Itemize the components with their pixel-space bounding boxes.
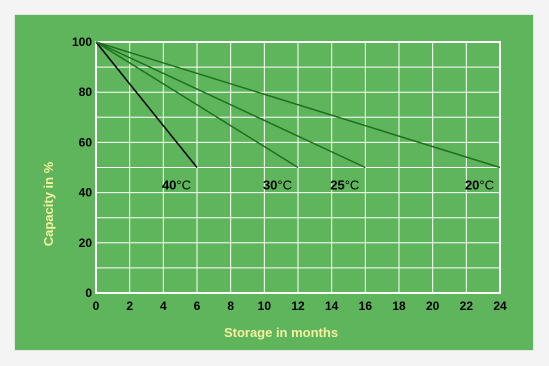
- series-line-30: [95, 41, 299, 169]
- x-tick-label: 8: [227, 299, 234, 313]
- x-tick-label: 22: [460, 299, 474, 313]
- y-tick-label: 20: [79, 236, 93, 250]
- x-tick-label: 18: [392, 299, 406, 313]
- series-labels: 40°C 30°C 25°C 20°C: [162, 178, 494, 193]
- x-tick-label: 14: [325, 299, 339, 313]
- y-tick-labels: 0 20 40 60 80 100: [72, 35, 92, 300]
- series-label-40: 40°C: [162, 178, 191, 193]
- y-axis-title: Capacity in %: [41, 161, 56, 246]
- x-axis-title: Storage in months: [224, 325, 338, 340]
- series-label-30: 30°C: [263, 178, 292, 193]
- series-line-25: [95, 41, 366, 169]
- y-tick-label: 80: [79, 85, 93, 99]
- x-tick-label: 20: [426, 299, 440, 313]
- x-tick-label: 12: [291, 299, 305, 313]
- y-tick-label: 60: [79, 135, 93, 149]
- y-tick-label: 0: [85, 286, 92, 300]
- y-tick-label: 40: [79, 186, 93, 200]
- series-label-unit: °C: [277, 178, 292, 193]
- x-tick-label: 10: [258, 299, 272, 313]
- series-label-value: 25: [330, 178, 344, 193]
- series-lines: [95, 41, 501, 169]
- x-tick-label: 2: [126, 299, 133, 313]
- x-tick-label: 16: [359, 299, 373, 313]
- series-label-unit: °C: [479, 178, 494, 193]
- chart-panel: [14, 14, 534, 351]
- series-label-value: 20: [465, 178, 479, 193]
- x-tick-label: 24: [493, 299, 507, 313]
- x-tick-label: 0: [93, 299, 100, 313]
- series-label-value: 30: [263, 178, 277, 193]
- series-label-unit: °C: [345, 178, 360, 193]
- series-label-20: 20°C: [465, 178, 494, 193]
- series-label-value: 40: [162, 178, 176, 193]
- x-tick-label: 4: [160, 299, 167, 313]
- y-tick-label: 100: [72, 35, 92, 49]
- x-tick-label: 6: [194, 299, 201, 313]
- x-tick-labels: 0 2 4 6 8 10 12 14 16 18 20 22 24: [93, 299, 507, 313]
- series-label-25: 25°C: [330, 178, 359, 193]
- series-line-20: [95, 41, 501, 169]
- series-line-40: [95, 41, 198, 168]
- series-label-unit: °C: [176, 178, 191, 193]
